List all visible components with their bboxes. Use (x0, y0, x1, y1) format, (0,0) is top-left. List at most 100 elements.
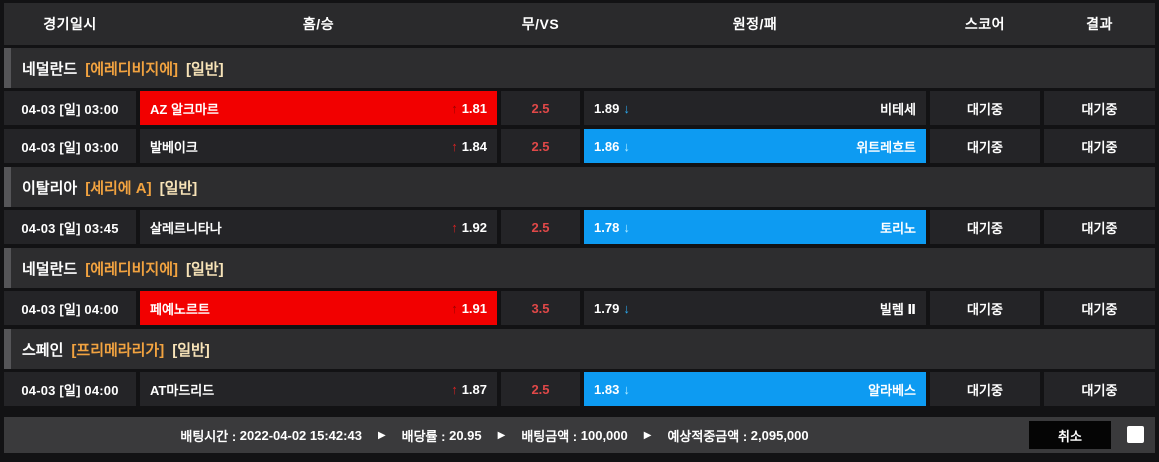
away-team-name: 빌렘 Ⅱ (879, 301, 916, 317)
total-odds-value: 20.95 (449, 427, 482, 443)
away-team-name: 토리노 (880, 220, 916, 236)
section-accent-bar (4, 329, 11, 369)
league-country: 이탈리아 (22, 179, 78, 197)
away-odds-value: 1.78 (594, 219, 620, 235)
match-datetime: 04-03 [일] 04:00 (4, 372, 136, 406)
match-row: 04-03 [일] 04:00 페예노르트 ↑ 1.91 3.5 1.79 ↓ … (4, 291, 1155, 325)
column-header-home-win: 홈/승 (302, 16, 335, 32)
bet-amount-label: 배팅금액 : (521, 428, 578, 444)
score-status-cell: 대기중 (930, 210, 1040, 244)
away-odds-value: 1.83 (594, 381, 620, 397)
home-odds-cell[interactable]: AT마드리드 ↑ 1.87 (140, 372, 497, 406)
match-groups: 네덜란드 [에레디비지에] [일반] 04-03 [일] 03:00 AZ 알크… (4, 48, 1155, 406)
table-header: 경기일시 홈/승 무/VS 원정/패 스코어 결과 (4, 3, 1155, 45)
away-odds-cell[interactable]: 1.83 ↓ 알라베스 (584, 372, 926, 406)
home-team-name: 발베이크 (150, 139, 198, 155)
handicap-cell: 2.5 (501, 372, 580, 406)
away-odds-value: 1.86 (594, 138, 620, 154)
away-odds-value: 1.89 (594, 100, 620, 116)
match-row: 04-03 [일] 03:00 발베이크 ↑ 1.84 2.5 1.86 ↓ 위… (4, 129, 1155, 163)
select-checkbox[interactable] (1127, 426, 1144, 443)
league-country: 네덜란드 (22, 60, 78, 78)
arrow-separator-icon: ▶ (377, 429, 386, 441)
odds-up-icon: ↑ (451, 138, 458, 154)
section-accent-bar (4, 248, 11, 288)
match-datetime: 04-03 [일] 04:00 (4, 291, 136, 325)
match-row: 04-03 [일] 03:00 AZ 알크마르 ↑ 1.81 2.5 1.89 … (4, 91, 1155, 125)
column-header-score: 스코어 (964, 16, 1006, 32)
home-odds-value: 1.84 (461, 138, 487, 154)
bet-amount-value: 100,000 (580, 427, 628, 443)
bet-slip-bar: 배팅시간 : 2022-04-02 15:42:43 ▶ 배당률 : 20.95… (4, 417, 1155, 453)
home-odds-value: 1.92 (461, 219, 487, 235)
odds-down-icon: ↓ (623, 100, 630, 116)
league-section-header: 스페인 [프리메라리가] [일반] (4, 329, 1155, 369)
home-team-name: 살레르니타나 (150, 220, 222, 236)
column-header-draw-vs: 무/VS (521, 16, 560, 32)
match-datetime: 04-03 [일] 03:45 (4, 210, 136, 244)
bet-time-label: 배팅시간 : (180, 428, 237, 444)
handicap-cell: 3.5 (501, 291, 580, 325)
cancel-button[interactable]: 취소 (1029, 421, 1111, 449)
odds-down-icon: ↓ (623, 300, 630, 316)
home-odds-cell[interactable]: 살레르니타나 ↑ 1.92 (140, 210, 497, 244)
handicap-cell: 2.5 (501, 91, 580, 125)
home-team-name: AT마드리드 (150, 382, 215, 398)
handicap-cell: 2.5 (501, 129, 580, 163)
home-odds-value: 1.91 (461, 300, 487, 316)
result-status-cell: 대기중 (1044, 129, 1155, 163)
away-odds-cell[interactable]: 1.86 ↓ 위트레흐트 (584, 129, 926, 163)
score-status-cell: 대기중 (930, 129, 1040, 163)
home-odds-cell[interactable]: 페예노르트 ↑ 1.91 (140, 291, 497, 325)
odds-up-icon: ↑ (451, 100, 458, 116)
away-odds-cell[interactable]: 1.78 ↓ 토리노 (584, 210, 926, 244)
match-datetime: 04-03 [일] 03:00 (4, 129, 136, 163)
match-type: [일반] (186, 60, 224, 78)
away-odds-cell[interactable]: 1.79 ↓ 빌렘 Ⅱ (584, 291, 926, 325)
league-name: [프리메라리가] (71, 341, 165, 359)
away-odds-cell[interactable]: 1.89 ↓ 비테세 (584, 91, 926, 125)
away-team-name: 알라베스 (868, 382, 916, 398)
league-section-header: 네덜란드 [에레디비지에] [일반] (4, 248, 1155, 288)
odds-up-icon: ↑ (451, 300, 458, 316)
home-odds-cell[interactable]: AZ 알크마르 ↑ 1.81 (140, 91, 497, 125)
home-odds-value: 1.87 (461, 381, 487, 397)
betting-board: 경기일시 홈/승 무/VS 원정/패 스코어 결과 네덜란드 [에레디비지에] … (4, 3, 1155, 406)
league-section-header: 네덜란드 [에레디비지에] [일반] (4, 48, 1155, 88)
home-odds-value: 1.81 (461, 100, 487, 116)
score-status-cell: 대기중 (930, 91, 1040, 125)
handicap-cell: 2.5 (501, 210, 580, 244)
match-row: 04-03 [일] 04:00 AT마드리드 ↑ 1.87 2.5 1.83 ↓… (4, 372, 1155, 406)
result-status-cell: 대기중 (1044, 291, 1155, 325)
league-country: 네덜란드 (22, 260, 78, 278)
result-status-cell: 대기중 (1044, 372, 1155, 406)
away-team-name: 위트레흐트 (856, 139, 916, 155)
odds-up-icon: ↑ (451, 219, 458, 235)
score-status-cell: 대기중 (930, 291, 1040, 325)
expected-win-value: 2,095,000 (750, 427, 809, 443)
match-type: [일반] (172, 341, 210, 359)
away-odds-value: 1.79 (594, 300, 620, 316)
odds-down-icon: ↓ (623, 219, 630, 235)
league-name: [에레디비지에] (85, 60, 178, 78)
league-name: [에레디비지에] (85, 260, 178, 278)
league-section-header: 이탈리아 [세리에 A] [일반] (4, 167, 1155, 207)
match-type: [일반] (186, 260, 224, 278)
score-status-cell: 대기중 (930, 372, 1040, 406)
away-team-name: 비테세 (880, 101, 916, 117)
expected-win-label: 예상적중금액 : (667, 428, 748, 444)
result-status-cell: 대기중 (1044, 210, 1155, 244)
home-odds-cell[interactable]: 발베이크 ↑ 1.84 (140, 129, 497, 163)
column-header-datetime: 경기일시 (43, 16, 97, 32)
bet-slip-bar-wrap: 배팅시간 : 2022-04-02 15:42:43 ▶ 배당률 : 20.95… (0, 410, 1159, 453)
home-team-name: AZ 알크마르 (150, 101, 219, 117)
odds-down-icon: ↓ (623, 381, 630, 397)
league-name: [세리에 A] (85, 179, 152, 197)
league-country: 스페인 (22, 341, 64, 359)
arrow-separator-icon: ▶ (497, 429, 506, 441)
bet-time-value: 2022-04-02 15:42:43 (239, 427, 362, 443)
section-accent-bar (4, 167, 11, 207)
section-accent-bar (4, 48, 11, 88)
match-type: [일반] (159, 179, 198, 197)
column-header-result: 결과 (1086, 16, 1113, 32)
